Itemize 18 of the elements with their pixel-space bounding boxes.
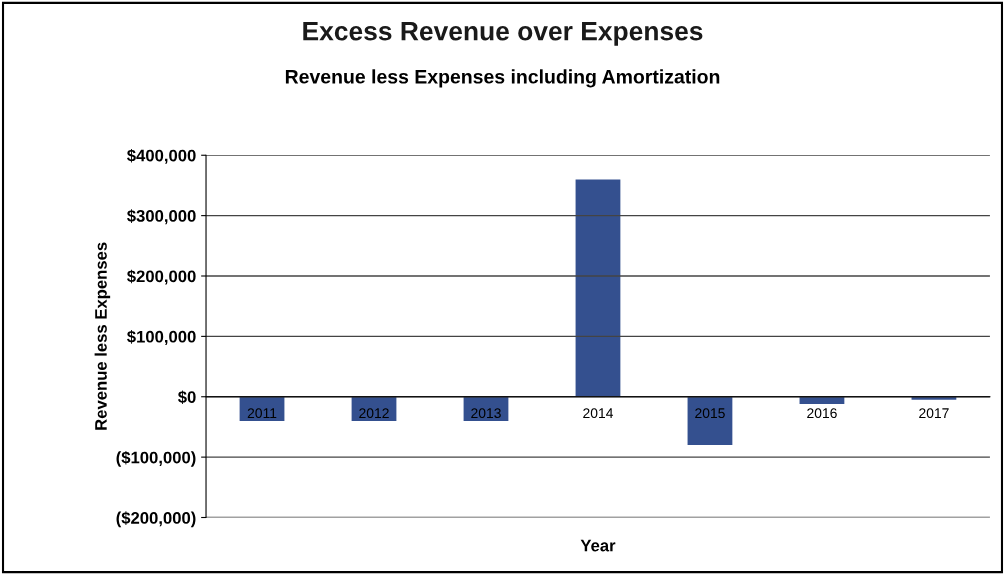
y-axis-title: Revenue less Expenses xyxy=(94,242,111,430)
x-tick-label: 2014 xyxy=(583,408,614,419)
y-tick-label: ($100,000) xyxy=(116,450,196,467)
x-axis-title: Year xyxy=(580,539,616,552)
x-tick-label: 2017 xyxy=(919,408,949,419)
y-tick-label: $400,000 xyxy=(127,148,196,164)
y-tick-label: $0 xyxy=(177,390,196,405)
y-tick-label: ($200,000) xyxy=(116,511,196,528)
x-tick-label: 2016 xyxy=(807,408,837,419)
y-tick-label: $100,000 xyxy=(127,330,196,345)
x-tick-label: 2013 xyxy=(471,408,501,419)
x-tick-label: 2011 xyxy=(247,408,277,419)
chart-title: Excess Revenue over Expenses xyxy=(303,22,703,46)
chart-subtitle: Revenue less Expenses including Amortization xyxy=(285,69,720,88)
x-tick-label: 2015 xyxy=(695,408,725,419)
y-tick-label: $300,000 xyxy=(127,209,196,225)
y-tick-label: $200,000 xyxy=(127,269,196,285)
x-tick-label: 2012 xyxy=(359,408,389,419)
